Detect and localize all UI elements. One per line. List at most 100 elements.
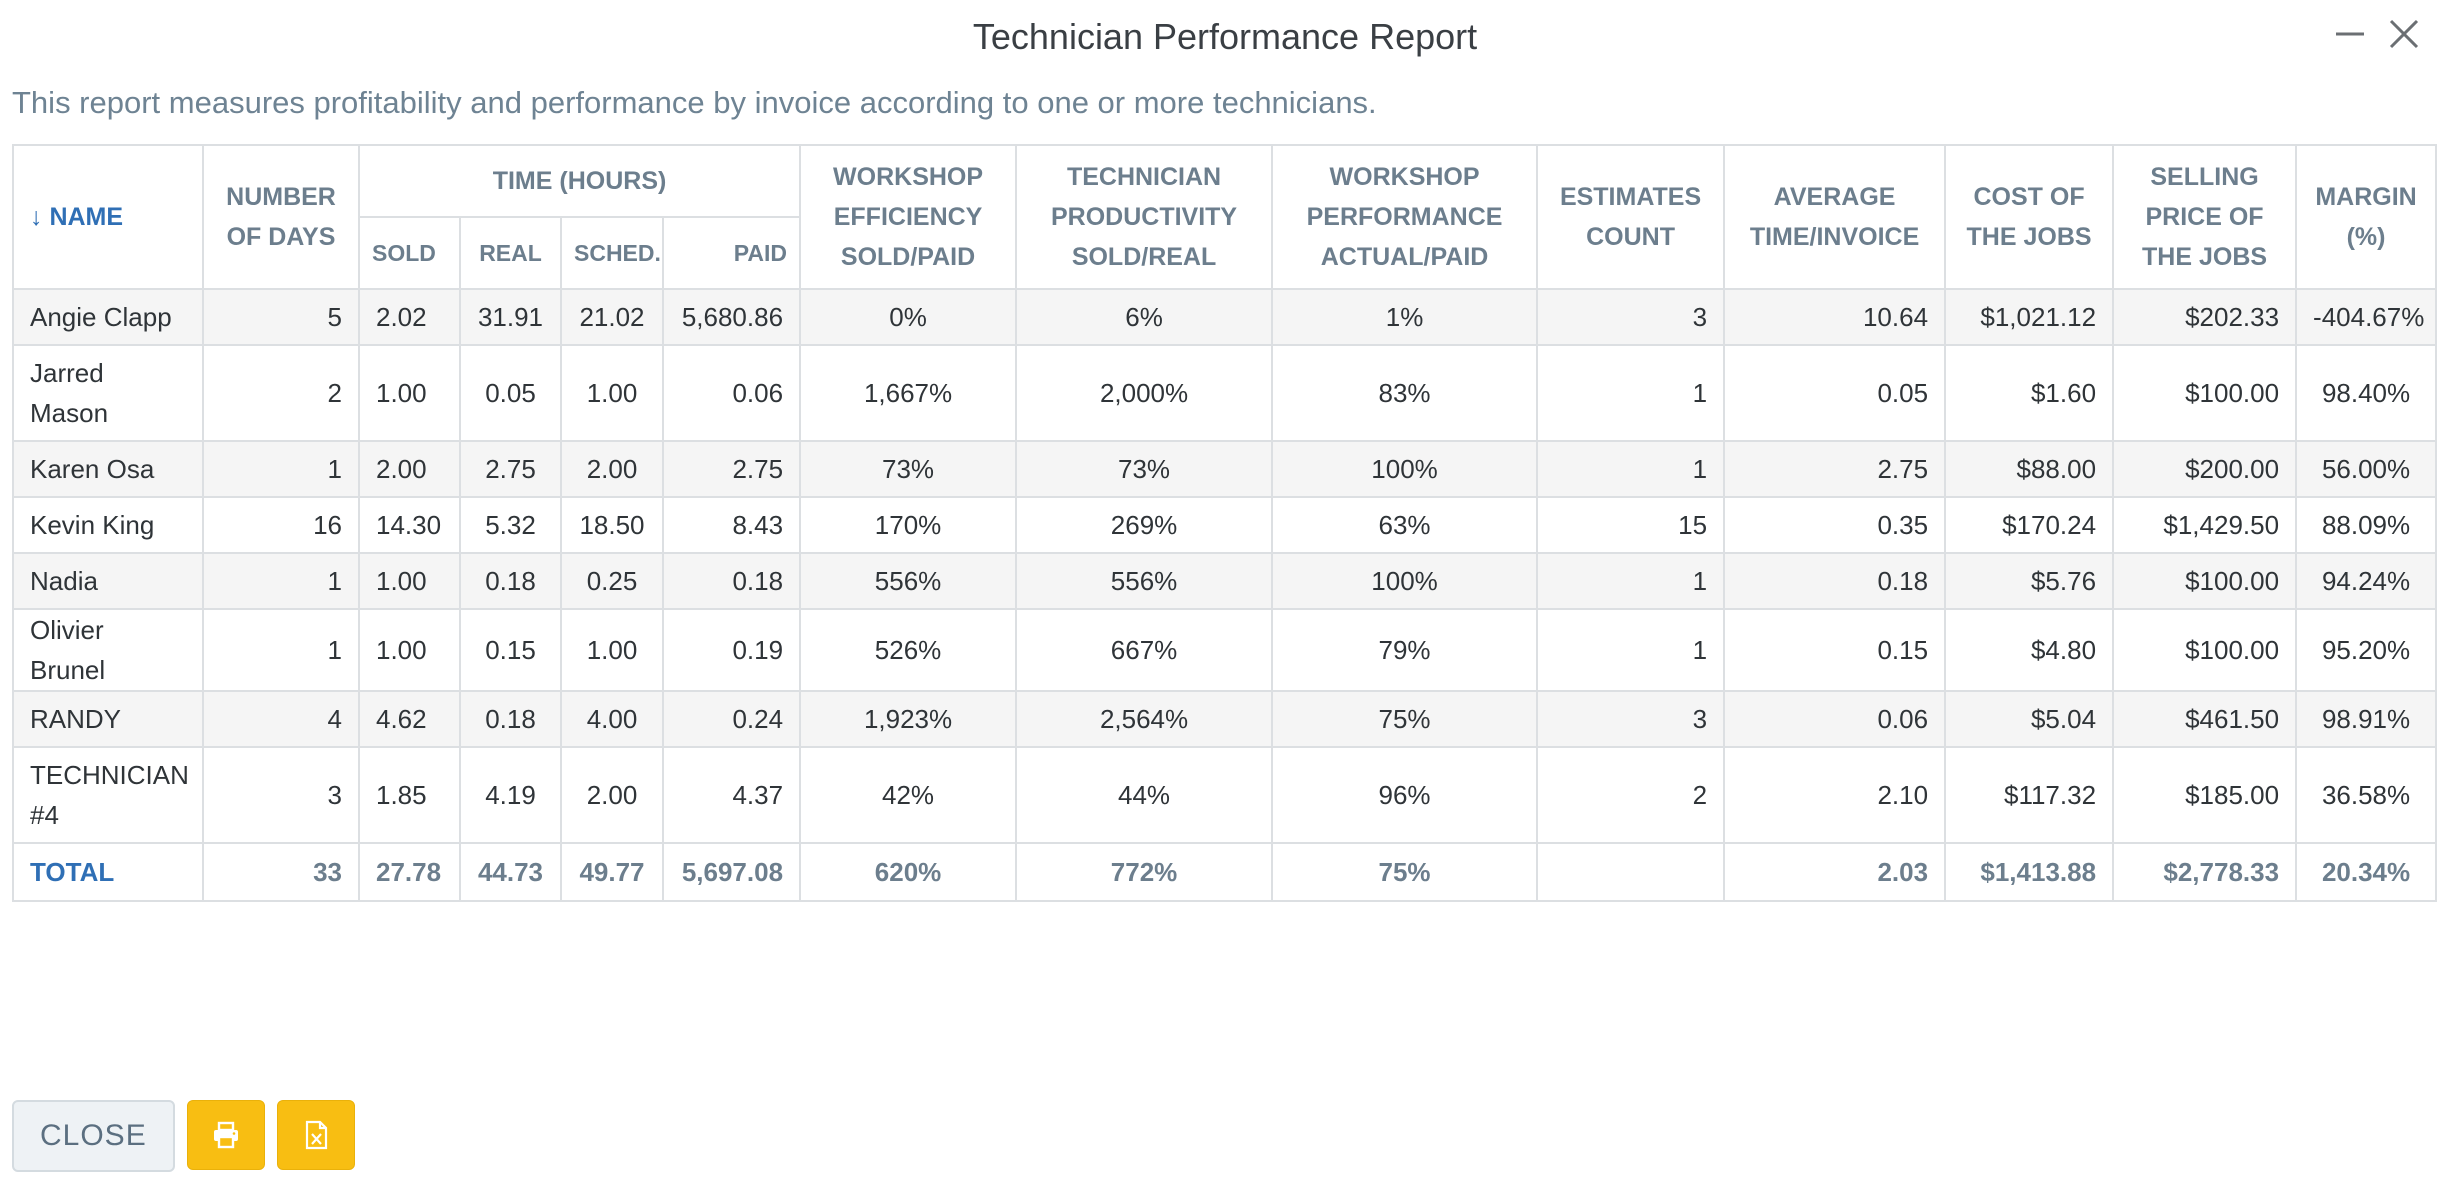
column-header-sold[interactable]: SOLD <box>358 216 461 290</box>
cell-estimates: 1 <box>1536 552 1726 610</box>
cell-avg-time: 0.05 <box>1723 344 1947 442</box>
cell-efficiency: 526% <box>799 608 1018 692</box>
close-icon[interactable] <box>2384 14 2424 54</box>
column-header-real[interactable]: REAL <box>459 216 562 290</box>
cell-efficiency: 1,923% <box>799 690 1018 748</box>
cell-selling: $100.00 <box>2112 552 2298 610</box>
column-header-paid[interactable]: PAID <box>661 216 802 290</box>
table-row[interactable]: Angie Clapp 5 2.02 31.91 21.02 5,680.86 0% 6% 1%… <box>12 288 2438 346</box>
cell-sold: 2.02 <box>358 288 461 346</box>
total-label: TOTAL <box>12 842 204 902</box>
total-cost: $1,413.88 <box>1944 842 2115 902</box>
cell-paid: 0.24 <box>661 690 802 748</box>
cell-real: 5.32 <box>459 496 562 554</box>
cell-paid: 0.19 <box>661 608 802 692</box>
cell-days: 16 <box>202 496 360 554</box>
cell-performance: 100% <box>1271 552 1539 610</box>
column-header-name[interactable]: ↓ NAME <box>12 144 204 290</box>
cell-name: Kevin King <box>12 496 204 554</box>
table-row[interactable]: Kevin King 16 14.30 5.32 18.50 8.43 170% 269% 63… <box>12 496 2438 554</box>
cell-name: Angie Clapp <box>12 288 204 346</box>
column-header-productivity[interactable]: TECHNICIAN PRODUCTIVITY SOLD/REAL <box>1015 144 1274 290</box>
cell-estimates: 1 <box>1536 440 1726 498</box>
cell-margin: 36.58% <box>2295 746 2438 844</box>
column-header-performance[interactable]: WORKSHOP PERFORMANCE ACTUAL/PAID <box>1271 144 1539 290</box>
table-row[interactable]: Olivier Brunel 1 1.00 0.15 1.00 0.19 526% 667% 7… <box>12 608 2438 692</box>
print-button[interactable] <box>186 1100 265 1170</box>
cell-paid: 5,680.86 <box>661 288 802 346</box>
cell-real: 0.05 <box>459 344 562 442</box>
excel-export-button[interactable] <box>276 1100 355 1170</box>
cell-performance: 75% <box>1271 690 1539 748</box>
cell-productivity: 667% <box>1015 608 1274 692</box>
cell-avg-time: 0.06 <box>1723 690 1947 748</box>
table-row[interactable]: Jarred Mason 2 1.00 0.05 1.00 0.06 1,667% 2,000… <box>12 344 2438 442</box>
column-header-estimates[interactable]: ESTIMATES COUNT <box>1536 144 1726 290</box>
cell-margin: 98.40% <box>2295 344 2438 442</box>
cell-days: 3 <box>202 746 360 844</box>
cell-cost: $1.60 <box>1944 344 2115 442</box>
column-header-selling[interactable]: SELLING PRICE OF THE JOBS <box>2112 144 2298 290</box>
cell-cost: $88.00 <box>1944 440 2115 498</box>
cell-margin: 95.20% <box>2295 608 2438 692</box>
cell-performance: 63% <box>1271 496 1539 554</box>
cell-sold: 1.85 <box>358 746 461 844</box>
cell-sched: 1.00 <box>560 608 664 692</box>
cell-margin: 98.91% <box>2295 690 2438 748</box>
cell-paid: 4.37 <box>661 746 802 844</box>
cell-efficiency: 1,667% <box>799 344 1018 442</box>
cell-sold: 4.62 <box>358 690 461 748</box>
footer-actions: CLOSE <box>12 1100 355 1172</box>
minimize-icon[interactable] <box>2330 14 2370 54</box>
total-productivity: 772% <box>1015 842 1274 902</box>
excel-export-icon <box>305 1120 327 1150</box>
cell-performance: 100% <box>1271 440 1539 498</box>
cell-efficiency: 73% <box>799 440 1018 498</box>
cell-estimates: 2 <box>1536 746 1726 844</box>
cell-sched: 18.50 <box>560 496 664 554</box>
total-estimates <box>1536 842 1726 902</box>
dialog-title: Technician Performance Report <box>972 16 1478 57</box>
cell-real: 31.91 <box>459 288 562 346</box>
cell-avg-time: 2.75 <box>1723 440 1947 498</box>
cell-sched: 21.02 <box>560 288 664 346</box>
cell-sched: 4.00 <box>560 690 664 748</box>
table-row[interactable]: Nadia 1 1.00 0.18 0.25 0.18 556% 556% 100% 1 0.18 $… <box>12 552 2438 610</box>
column-header-sched[interactable]: SCHED. <box>560 216 664 290</box>
column-header-days[interactable]: NUMBER OF DAYS <box>202 144 360 290</box>
column-header-efficiency[interactable]: WORKSHOP EFFICIENCY SOLD/PAID <box>799 144 1018 290</box>
cell-selling: $185.00 <box>2112 746 2298 844</box>
cell-sched: 2.00 <box>560 746 664 844</box>
cell-performance: 1% <box>1271 288 1539 346</box>
cell-avg-time: 0.35 <box>1723 496 1947 554</box>
cell-efficiency: 0% <box>799 288 1018 346</box>
column-header-margin[interactable]: MARGIN (%) <box>2295 144 2438 290</box>
table-row[interactable]: RANDY 4 4.62 0.18 4.00 0.24 1,923% 2,564% 75% 3 0.… <box>12 690 2438 748</box>
cell-margin: -404.67% <box>2295 288 2438 346</box>
cell-real: 0.15 <box>459 608 562 692</box>
cell-cost: $170.24 <box>1944 496 2115 554</box>
table-row[interactable]: Karen Osa 1 2.00 2.75 2.00 2.75 73% 73% 100% 1 2.7… <box>12 440 2438 498</box>
close-button[interactable]: CLOSE <box>12 1100 175 1172</box>
cell-efficiency: 170% <box>799 496 1018 554</box>
cell-cost: $5.76 <box>1944 552 2115 610</box>
print-icon <box>213 1121 238 1149</box>
cell-sold: 1.00 <box>358 552 461 610</box>
cell-selling: $200.00 <box>2112 440 2298 498</box>
cell-productivity: 2,564% <box>1015 690 1274 748</box>
cell-estimates: 1 <box>1536 344 1726 442</box>
total-days: 33 <box>202 842 360 902</box>
total-sold: 27.78 <box>358 842 461 902</box>
cell-sched: 1.00 <box>560 344 664 442</box>
column-header-cost[interactable]: COST OF THE JOBS <box>1944 144 2115 290</box>
cell-days: 1 <box>202 608 360 692</box>
table-row[interactable]: TECHNICIAN #4 3 1.85 4.19 2.00 4.37 42% 44% 96% 2… <box>12 746 2438 844</box>
cell-selling: $1,429.50 <box>2112 496 2298 554</box>
column-header-avg-time[interactable]: AVERAGE TIME/INVOICE <box>1723 144 1947 290</box>
cell-estimates: 3 <box>1536 690 1726 748</box>
cell-days: 1 <box>202 552 360 610</box>
cell-real: 0.18 <box>459 690 562 748</box>
cell-estimates: 3 <box>1536 288 1726 346</box>
cell-margin: 88.09% <box>2295 496 2438 554</box>
cell-days: 4 <box>202 690 360 748</box>
